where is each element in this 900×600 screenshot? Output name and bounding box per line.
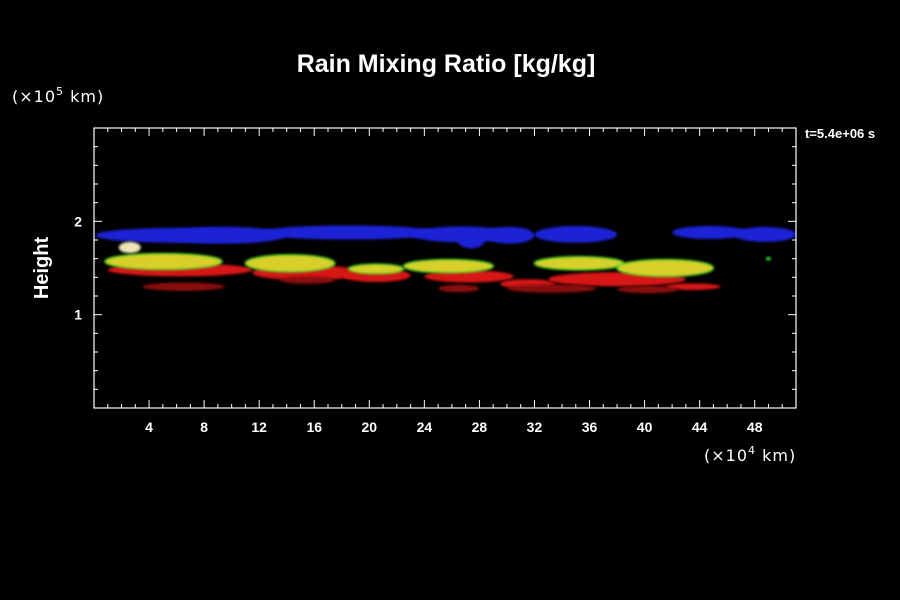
y-tick-label-1: 1 [74, 307, 82, 323]
y-tick-label-2: 2 [74, 213, 82, 229]
green-layer [765, 256, 772, 261]
blue-blob-5 [457, 231, 486, 249]
blue-blob-9 [734, 226, 796, 242]
x-tick-label-44: 44 [692, 419, 708, 435]
x-tick-label-36: 36 [582, 419, 598, 435]
x-unit-label: (×104 km) [704, 444, 796, 465]
blue-blob-2 [162, 226, 287, 244]
blue-layer [95, 225, 796, 249]
blue-blob-7 [534, 226, 618, 243]
x-tick-label-32: 32 [527, 419, 543, 435]
y-unit-label: (×105 km) [12, 85, 104, 106]
x-tick-label-4: 4 [145, 419, 153, 435]
x-tick-label-28: 28 [472, 419, 488, 435]
blue-blob-8 [672, 226, 748, 239]
white-layer [118, 241, 141, 254]
rain-field [95, 225, 796, 294]
red-blob-7 [665, 283, 721, 291]
dark_red-layer [142, 276, 679, 294]
dark_red-blob-1 [142, 282, 225, 291]
chart-title: Rain Mixing Ratio [kg/kg] [297, 50, 596, 78]
plot-frame [93, 127, 797, 409]
dark_red-blob-5 [617, 285, 679, 294]
y-unit-suffix: km) [64, 87, 104, 106]
white-blob-1 [118, 241, 141, 254]
x-tick-label-12: 12 [251, 419, 267, 435]
x-tick-label-24: 24 [417, 419, 433, 435]
dark_red-blob-3 [438, 284, 480, 293]
x-tick-label-40: 40 [637, 419, 653, 435]
x-tick-label-16: 16 [306, 419, 322, 435]
y-axis-label: Height [31, 237, 53, 300]
blue-blob-6 [484, 226, 535, 244]
x-unit-suffix: km) [756, 446, 796, 465]
red-layer [107, 263, 721, 291]
yellow-blob-1 [104, 252, 223, 271]
yellow-blob-2 [244, 254, 336, 273]
y-unit-prefix: (×10 [12, 87, 56, 106]
yellow-blob-5 [533, 256, 625, 271]
y-unit-exponent: 5 [56, 85, 64, 98]
yellow-layer [104, 252, 715, 278]
x-tick-label-20: 20 [362, 419, 378, 435]
x-unit-exponent: 4 [748, 444, 756, 457]
blue-blob-3 [259, 225, 439, 240]
x-tick-label-8: 8 [200, 419, 208, 435]
yellow-blob-4 [402, 258, 494, 274]
x-tick-label-48: 48 [747, 419, 763, 435]
yellow-blob-3 [347, 263, 405, 275]
x-unit-prefix: (×10 [704, 446, 748, 465]
dark_red-blob-4 [507, 284, 597, 293]
dark_red-blob-2 [279, 276, 335, 284]
yellow-blob-6 [616, 258, 715, 278]
green-blob-1 [765, 256, 772, 261]
time-label: t=5.4e+06 s [805, 126, 875, 141]
red-blob-4 [424, 270, 514, 283]
